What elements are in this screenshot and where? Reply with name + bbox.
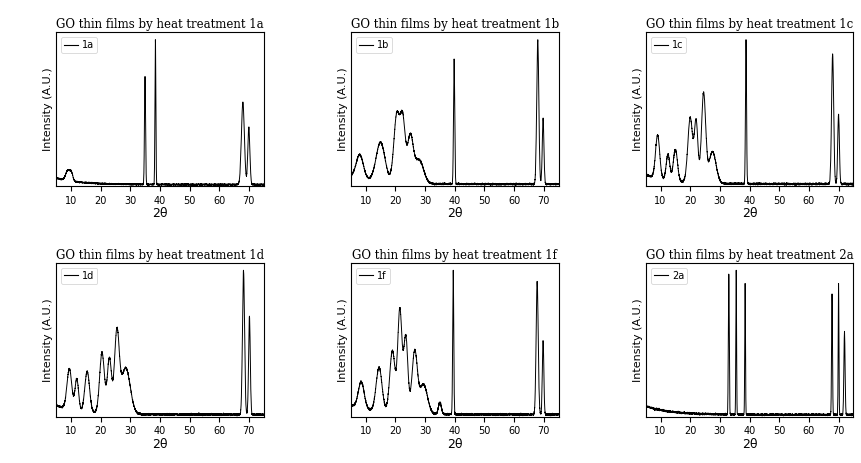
Legend: 1d: 1d xyxy=(61,268,97,284)
Y-axis label: Intensity (A.U.): Intensity (A.U.) xyxy=(632,68,642,151)
Legend: 1b: 1b xyxy=(356,37,392,53)
Title: GO thin films by heat treatment 1b: GO thin films by heat treatment 1b xyxy=(350,18,558,31)
Legend: 1a: 1a xyxy=(61,37,97,53)
Title: GO thin films by heat treatment 1a: GO thin films by heat treatment 1a xyxy=(56,18,263,31)
Title: GO thin films by heat treatment 1c: GO thin films by heat treatment 1c xyxy=(645,18,852,31)
X-axis label: 2θ: 2θ xyxy=(741,207,757,220)
Y-axis label: Intensity (A.U.): Intensity (A.U.) xyxy=(43,68,53,151)
Y-axis label: Intensity (A.U.): Intensity (A.U.) xyxy=(43,298,53,382)
Title: GO thin films by heat treatment 1f: GO thin films by heat treatment 1f xyxy=(352,249,556,262)
Legend: 2a: 2a xyxy=(650,268,686,284)
Title: GO thin films by heat treatment 2a: GO thin films by heat treatment 2a xyxy=(645,249,852,262)
Legend: 1c: 1c xyxy=(650,37,685,53)
X-axis label: 2θ: 2θ xyxy=(447,438,461,451)
X-axis label: 2θ: 2θ xyxy=(152,207,167,220)
Y-axis label: Intensity (A.U.): Intensity (A.U.) xyxy=(338,68,348,151)
Title: GO thin films by heat treatment 1d: GO thin films by heat treatment 1d xyxy=(56,249,263,262)
Y-axis label: Intensity (A.U.): Intensity (A.U.) xyxy=(338,298,348,382)
X-axis label: 2θ: 2θ xyxy=(447,207,461,220)
X-axis label: 2θ: 2θ xyxy=(741,438,757,451)
Legend: 1f: 1f xyxy=(356,268,389,284)
Y-axis label: Intensity (A.U.): Intensity (A.U.) xyxy=(632,298,642,382)
X-axis label: 2θ: 2θ xyxy=(152,438,167,451)
